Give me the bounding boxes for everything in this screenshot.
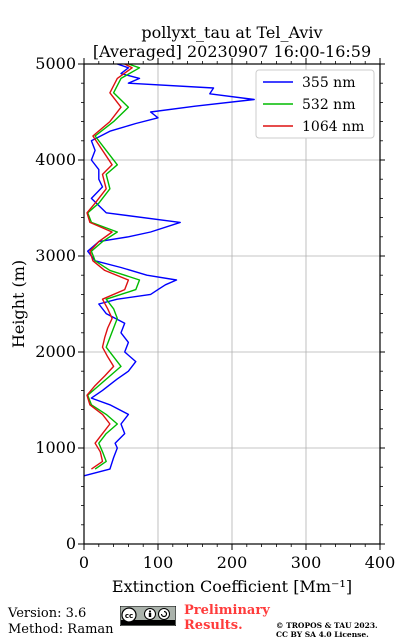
x-tick-label: 400 (365, 553, 396, 572)
chart-title: pollyxt_tau at Tel_Aviv (141, 23, 322, 42)
y-axis-label: Height (m) (9, 260, 28, 348)
by-icon (144, 608, 156, 620)
series-layer (83, 63, 255, 477)
ticks (78, 58, 385, 550)
preliminary-line-2: Results. (184, 618, 243, 633)
version-text: Version: 3.6 (8, 606, 87, 621)
copyright-line-2: CC BY SA 4.0 License. (276, 630, 369, 639)
sa-icon (158, 608, 170, 620)
chart-subtitle: [Averaged] 20230907 16:00-16:59 (93, 42, 371, 61)
legend: 355 nm 532 nm 1064 nm (255, 69, 375, 139)
svg-text:cc: cc (125, 612, 133, 620)
legend-label: 355 nm (302, 75, 355, 91)
x-axis-label: Extinction Coefficient [Mm⁻¹] (112, 577, 352, 596)
preliminary-line-1: Preliminary (184, 603, 270, 618)
license-badge: cc (120, 606, 176, 626)
legend-box (255, 69, 375, 139)
legend-label: 1064 nm (302, 119, 364, 135)
y-tick-label: 2000 (35, 342, 76, 361)
cc-icon: cc (121, 607, 137, 623)
legend-items: 355 nm 532 nm 1064 nm (263, 75, 364, 135)
y-tick-label: 3000 (35, 246, 76, 265)
series-line-355-nm (83, 63, 255, 477)
x-tick-label: 100 (143, 553, 174, 572)
copyright-line-1: © TROPOS & TAU 2023. (276, 621, 378, 630)
y-tick-label: 0 (66, 534, 76, 553)
x-tick-label: 300 (291, 553, 322, 572)
x-tick-label: 200 (217, 553, 248, 572)
y-tick-label: 5000 (35, 54, 76, 73)
series-line-532-nm (87, 63, 141, 470)
series-line-1064-nm (86, 63, 133, 470)
y-tick-label: 4000 (35, 150, 76, 169)
legend-label: 532 nm (302, 97, 355, 113)
title-group: pollyxt_tau at Tel_Aviv [Averaged] 20230… (93, 23, 371, 61)
method-text: Method: Raman (8, 622, 114, 637)
y-tick-label: 1000 (35, 438, 76, 457)
x-tick-label: 0 (79, 553, 89, 572)
